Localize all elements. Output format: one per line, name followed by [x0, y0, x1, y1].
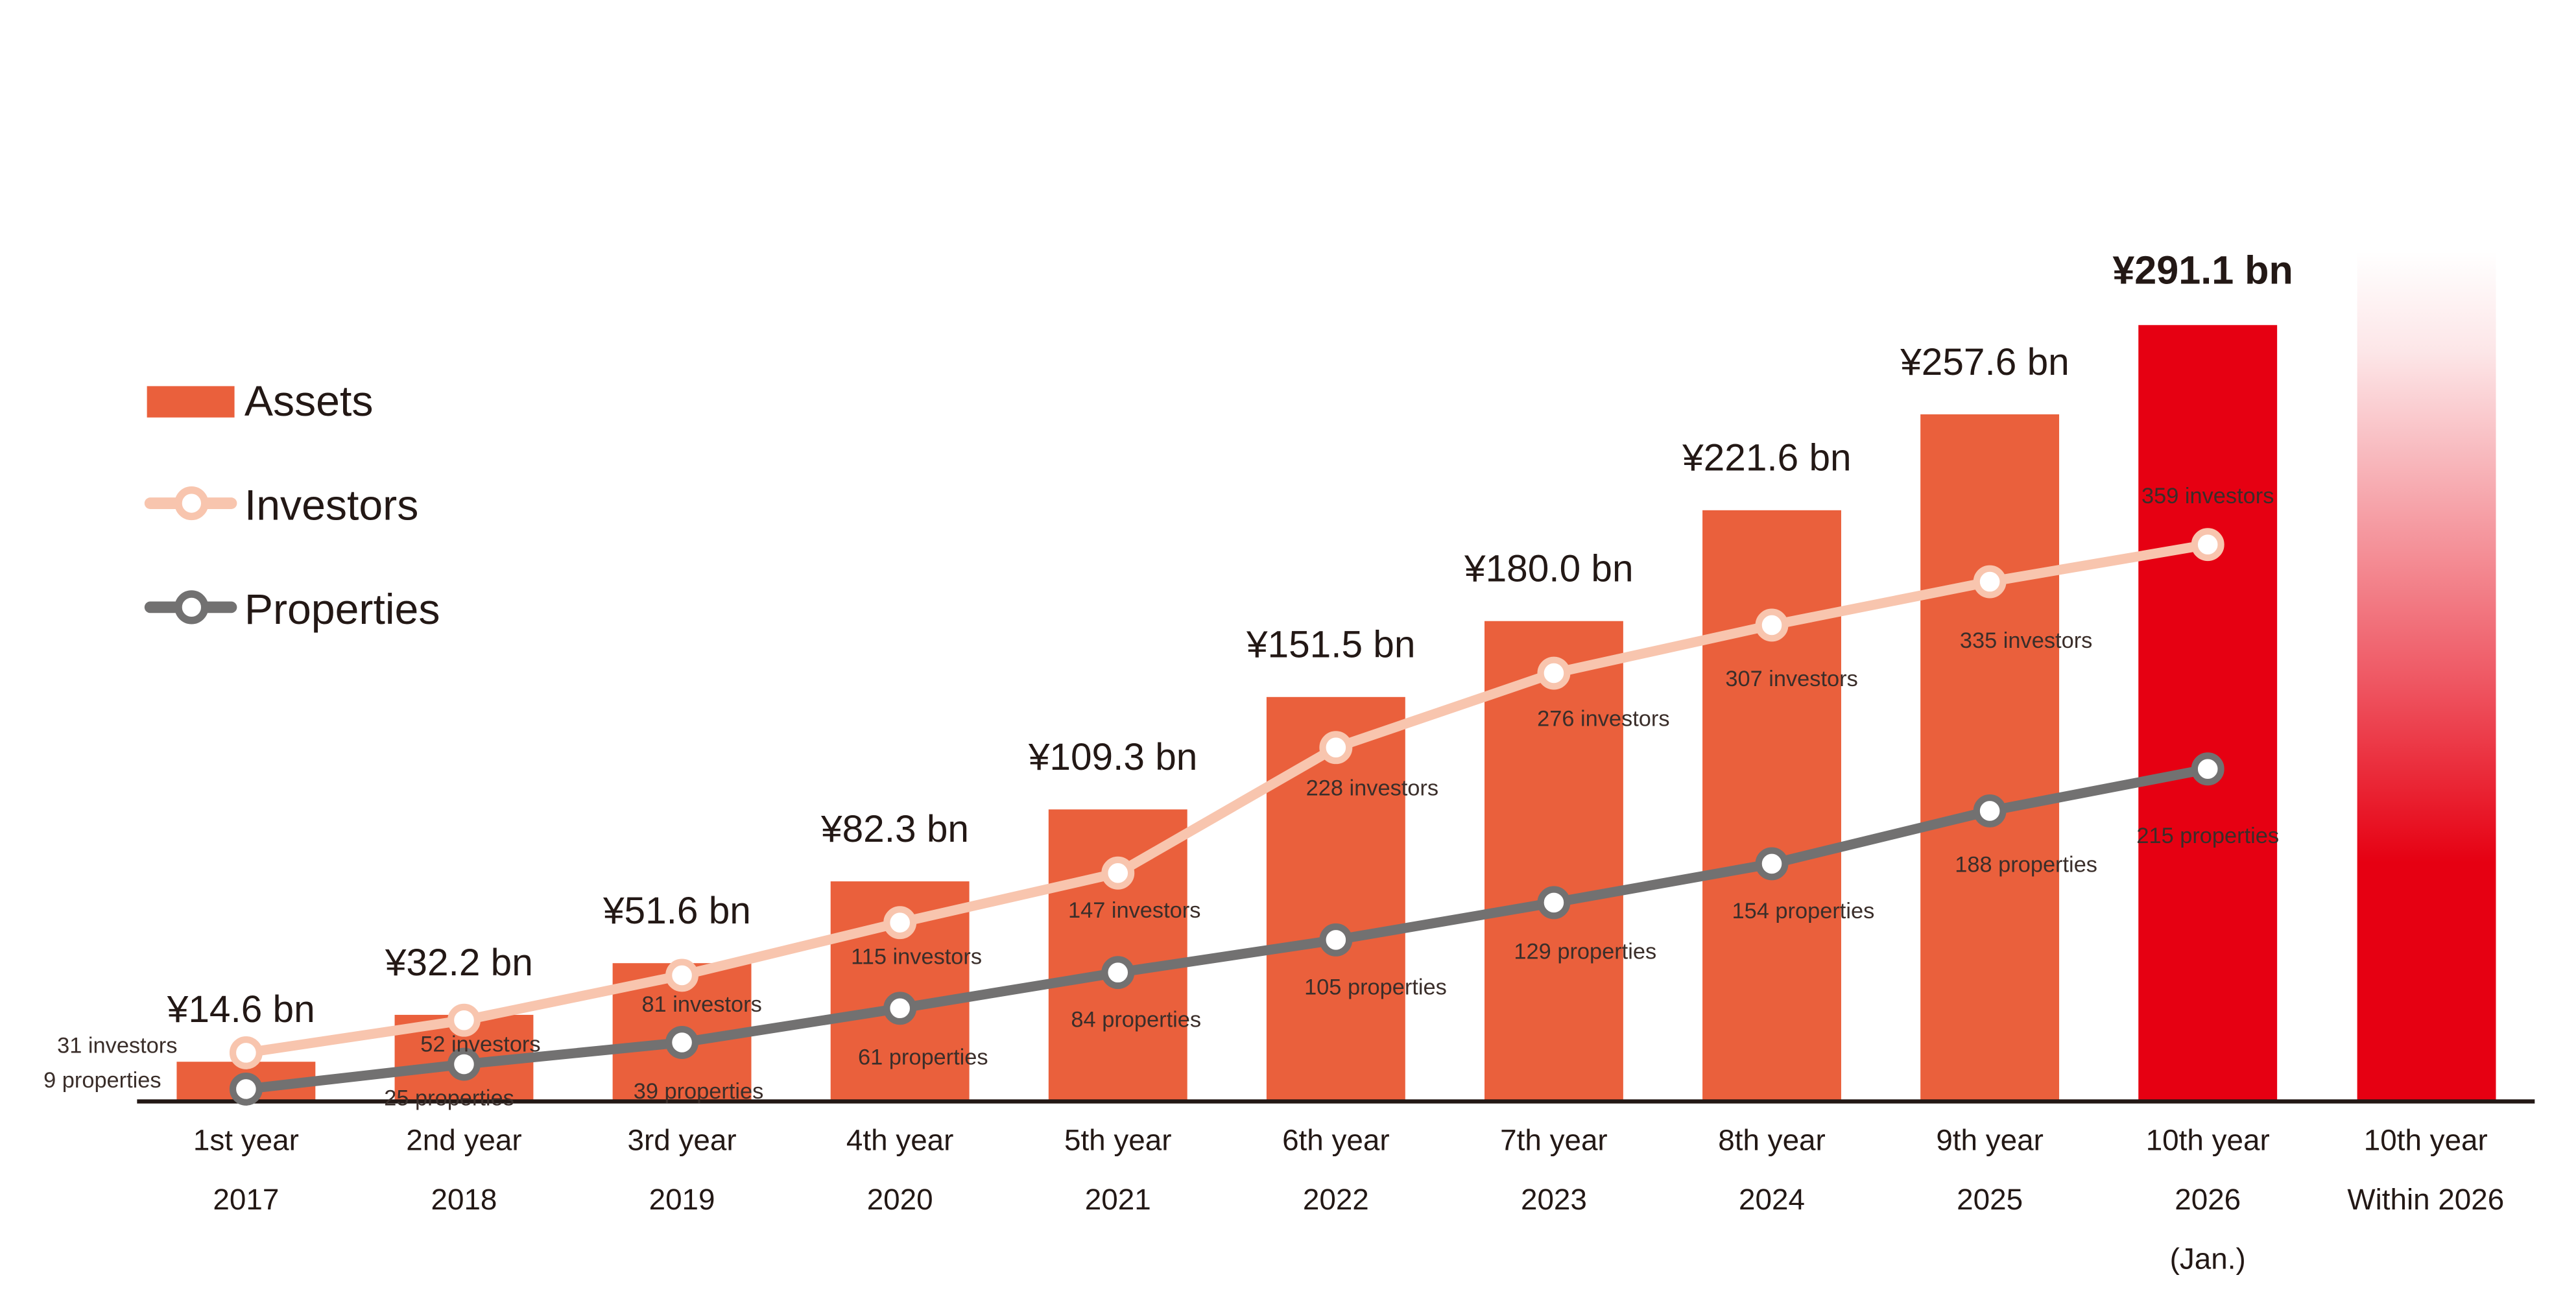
properties-point	[1319, 923, 1353, 957]
asset-value-label: ¥257.6 bn	[1900, 341, 2069, 383]
x-tick-label-year: 9th year	[1936, 1124, 2044, 1157]
properties-point	[1537, 886, 1571, 920]
investors-point	[2191, 528, 2224, 562]
properties-point	[229, 1072, 263, 1106]
properties-point	[1755, 847, 1789, 881]
x-tick-label-date: 2018	[431, 1183, 497, 1216]
x-tick-label-date: 2026	[2175, 1183, 2241, 1216]
asset-value-label: ¥291.1 bn	[2112, 248, 2293, 292]
legend-properties-label: Properties	[244, 586, 440, 634]
properties-value-label: 25 properties	[384, 1086, 514, 1111]
investors-point	[1101, 856, 1135, 890]
investors-line	[245, 540, 2209, 1058]
investors-value-label: 52 investors	[420, 1032, 540, 1057]
properties-value-label: 61 properties	[858, 1045, 988, 1069]
legend-assets-swatch	[147, 386, 235, 418]
investors-value-label: 81 investors	[641, 992, 761, 1017]
bar-assets	[1048, 809, 1187, 1101]
asset-value-label: ¥32.2 bn	[385, 942, 533, 984]
asset-value-label: ¥180.0 bn	[1464, 548, 1633, 590]
investors-value-label: 276 investors	[1537, 706, 1669, 731]
bar-assets	[1920, 414, 2060, 1101]
legend-item-properties: Properties	[144, 586, 440, 634]
investors-point	[1537, 656, 1571, 690]
x-tick-label-year: 4th year	[846, 1124, 954, 1157]
properties-value-label: 84 properties	[1071, 1008, 1201, 1032]
properties-point	[1973, 794, 2007, 827]
investors-value-label: 335 investors	[1960, 628, 2092, 653]
investors-point	[1755, 608, 1789, 642]
investors-point	[1973, 565, 2007, 599]
properties-line	[245, 764, 2209, 1094]
x-tick-label-year: 2nd year	[406, 1124, 521, 1157]
x-tick-label-year: 10th year	[2364, 1124, 2488, 1157]
x-tick-label-date: 2021	[1085, 1183, 1151, 1216]
x-tick-label-year: 1st year	[193, 1124, 299, 1157]
investors-value-label: 147 investors	[1068, 898, 1200, 923]
bar-assets	[2138, 325, 2278, 1101]
x-tick-label-note: (Jan.)	[2170, 1243, 2246, 1276]
asset-value-label: ¥82.3 bn	[820, 808, 969, 850]
properties-value-label: 129 properties	[1514, 939, 1656, 964]
x-tick-label-year: 5th year	[1064, 1124, 1172, 1157]
investors-value-label: 228 investors	[1306, 776, 1438, 801]
x-axis-categories: 1st year 2017 2nd year 2018 3rd year 2019 4th …	[193, 1124, 2504, 1276]
legend-item-assets: Assets	[147, 377, 374, 425]
investors-value-label: 359 investors	[2141, 484, 2274, 508]
x-tick-label-year: 8th year	[1718, 1124, 1826, 1157]
properties-value-label: 9 properties	[43, 1068, 161, 1093]
legend-properties-marker	[174, 590, 209, 625]
bar-projected	[2357, 250, 2496, 1101]
bars-layer	[176, 250, 2496, 1101]
properties-value-label: 105 properties	[1304, 975, 1447, 999]
asset-value-label: ¥109.3 bn	[1028, 736, 1197, 778]
x-tick-label-date: 2019	[649, 1183, 715, 1216]
asset-value-label: ¥14.6 bn	[167, 988, 315, 1030]
x-tick-label-year: 10th year	[2146, 1124, 2270, 1157]
x-tick-label-date: 2017	[213, 1183, 279, 1216]
labels-layer: ¥14.6 bn ¥32.2 bn ¥51.6 bn ¥82.3 bn ¥109.3 b…	[43, 248, 2293, 1111]
properties-point	[2191, 752, 2224, 786]
properties-point	[447, 1047, 481, 1081]
x-tick-label-year: 3rd year	[628, 1124, 737, 1157]
properties-point	[665, 1026, 699, 1059]
investors-point	[883, 906, 917, 940]
investors-point	[1319, 731, 1353, 765]
properties-point	[883, 992, 917, 1025]
x-tick-label-year: 7th year	[1500, 1124, 1608, 1157]
x-tick-label-date: 2022	[1303, 1183, 1369, 1216]
bar-assets	[1266, 696, 1405, 1101]
x-tick-label-date: 2024	[1739, 1183, 1805, 1216]
asset-value-label: ¥51.6 bn	[602, 890, 751, 932]
legend-investors-marker	[174, 486, 209, 521]
legend-item-investors: Investors	[144, 482, 418, 530]
investors-value-label: 115 investors	[851, 944, 982, 969]
x-tick-label-year: 6th year	[1282, 1124, 1390, 1157]
legend-assets-label: Assets	[244, 377, 374, 425]
properties-value-label: 39 properties	[634, 1079, 764, 1104]
bar-assets	[1702, 510, 1841, 1101]
properties-point	[1101, 956, 1135, 990]
x-tick-label-date: Within 2026	[2347, 1183, 2504, 1216]
x-tick-label-date: 2023	[1521, 1183, 1587, 1216]
investors-point	[229, 1036, 263, 1069]
investors-point	[447, 1003, 481, 1037]
x-tick-label-date: 2020	[867, 1183, 933, 1216]
investors-value-label: 31 investors	[57, 1033, 177, 1058]
investors-value-label: 307 investors	[1725, 667, 1857, 691]
properties-value-label: 215 properties	[2136, 824, 2279, 848]
asset-value-label: ¥151.5 bn	[1246, 624, 1415, 666]
x-tick-label-date: 2025	[1957, 1183, 2023, 1216]
asset-value-label: ¥221.6 bn	[1682, 437, 1851, 479]
investors-point	[665, 958, 699, 992]
lines-layer	[229, 528, 2224, 1106]
legend-investors-label: Investors	[244, 482, 418, 530]
bar-assets	[1484, 621, 1623, 1101]
properties-value-label: 188 properties	[1955, 853, 2097, 877]
legend: Assets Investors Properties	[144, 377, 440, 634]
properties-value-label: 154 properties	[1732, 899, 1875, 923]
